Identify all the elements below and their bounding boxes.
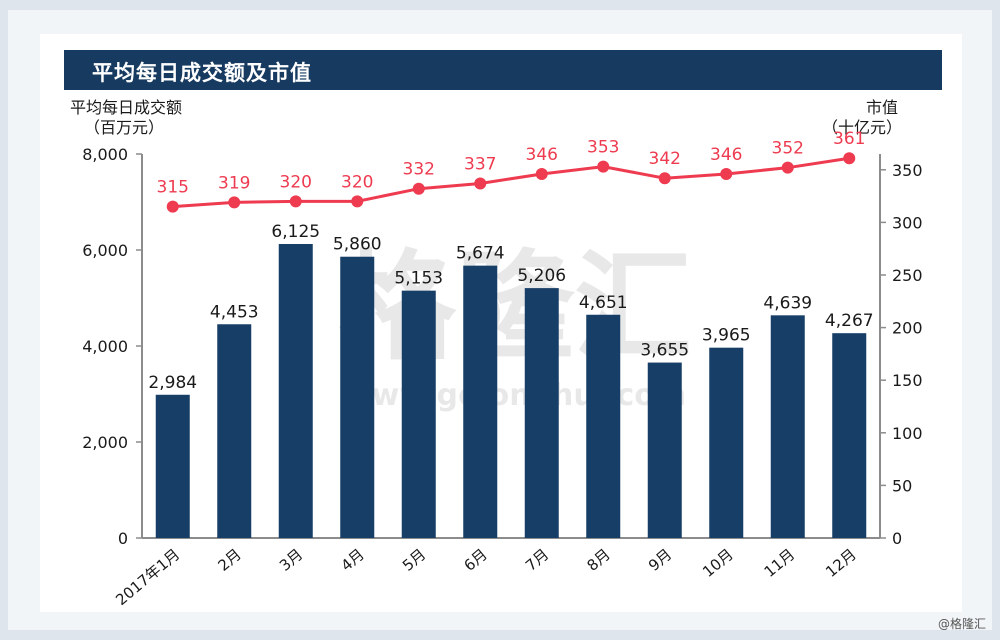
line-data-label: 337 — [464, 154, 496, 174]
bar-data-label: 4,453 — [210, 302, 259, 322]
bar-data-label: 4,267 — [825, 311, 874, 331]
bar-data-label: 4,639 — [763, 293, 812, 313]
line-data-label: 332 — [403, 160, 435, 180]
bar — [278, 244, 313, 538]
right-axis-tick-label: 100 — [892, 424, 923, 443]
line-data-label: 320 — [341, 172, 373, 192]
chart-card — [40, 34, 962, 612]
right-axis-unit: （十亿元） — [822, 118, 903, 137]
right-axis-title: 市值 — [866, 98, 899, 117]
right-axis-tick-label: 350 — [892, 161, 923, 180]
x-axis-tick-label: 11月 — [761, 545, 799, 581]
line-point — [166, 200, 179, 213]
line-data-label: 352 — [772, 139, 804, 159]
line-data-label: 315 — [157, 178, 189, 198]
bar — [709, 347, 744, 538]
left-axis-tick-label: 6,000 — [82, 241, 128, 260]
line-point — [289, 195, 302, 208]
bar — [647, 362, 682, 538]
bar — [155, 394, 190, 538]
chart-title: 平均每日成交额及市值 — [92, 61, 312, 85]
line-point — [228, 196, 241, 209]
bar-data-label: 5,206 — [517, 266, 566, 286]
line-point — [474, 177, 487, 190]
credit-text: @格隆汇 — [937, 617, 986, 631]
right-axis-tick-label: 150 — [892, 371, 923, 390]
line-data-label: 346 — [526, 145, 558, 165]
x-axis-tick-label: 9月 — [645, 545, 675, 575]
right-axis-tick-label: 300 — [892, 213, 923, 232]
right-axis-tick-label: 250 — [892, 266, 923, 285]
watermark-url: www.gelonghui.com — [344, 378, 686, 413]
x-axis-tick-label: 10月 — [699, 545, 737, 581]
bar — [401, 290, 436, 538]
watermark-logo: 格隆汇 — [338, 238, 692, 376]
bar-data-label: 4,651 — [579, 293, 628, 313]
x-axis-tick-label: 2月 — [214, 545, 244, 575]
title-bar: 平均每日成交额及市值 — [64, 50, 942, 90]
line-point — [781, 161, 794, 174]
bar — [832, 333, 867, 538]
right-axis-tick-label: 200 — [892, 319, 923, 338]
bar-data-label: 5,153 — [394, 269, 443, 289]
bar-data-label: 3,965 — [702, 326, 751, 346]
x-axis-tick-label: 2017年1月 — [112, 545, 183, 609]
line-data-label: 320 — [280, 172, 312, 192]
x-axis-tick-label: 3月 — [276, 545, 306, 575]
line-data-label: 346 — [710, 145, 742, 165]
line-point — [597, 160, 610, 173]
left-axis-tick-label: 2,000 — [82, 433, 128, 452]
x-axis-tick-label: 7月 — [522, 545, 552, 575]
right-axis-tick-label: 0 — [892, 529, 902, 548]
bar — [770, 315, 805, 538]
x-axis-tick-label: 8月 — [583, 545, 613, 575]
line-data-label: 342 — [649, 149, 681, 169]
left-axis-tick-label: 0 — [118, 529, 128, 548]
line-point — [720, 167, 733, 180]
bar — [463, 265, 498, 538]
line-data-label: 319 — [218, 173, 250, 193]
bar — [340, 256, 375, 538]
x-axis-tick-label: 4月 — [337, 545, 367, 575]
line-point — [412, 182, 425, 195]
bar-data-label: 2,984 — [148, 373, 197, 393]
bar — [524, 288, 559, 538]
line-series — [172, 156, 850, 209]
left-axis-unit: （百万元） — [84, 118, 165, 137]
bar-data-label: 5,674 — [456, 244, 505, 264]
left-axis-tick-label: 4,000 — [82, 337, 128, 356]
x-axis-tick-label: 12月 — [822, 545, 860, 581]
bar — [586, 314, 621, 538]
left-axis-tick-label: 8,000 — [82, 145, 128, 164]
line-point — [535, 167, 548, 180]
x-axis-tick-label: 6月 — [460, 545, 490, 575]
bar-data-label: 5,860 — [333, 235, 382, 255]
x-axis-tick-label: 5月 — [399, 545, 429, 575]
bar-data-label: 3,655 — [640, 341, 689, 361]
line-point — [658, 172, 671, 185]
line-data-label: 353 — [587, 138, 619, 158]
right-axis-tick-label: 50 — [892, 476, 912, 495]
line-data-label: 361 — [833, 129, 865, 149]
line-point — [843, 152, 856, 165]
left-axis-title: 平均每日成交额 — [70, 98, 183, 117]
line-point — [351, 195, 364, 208]
bar-data-label: 6,125 — [271, 222, 320, 242]
bar — [217, 324, 252, 538]
